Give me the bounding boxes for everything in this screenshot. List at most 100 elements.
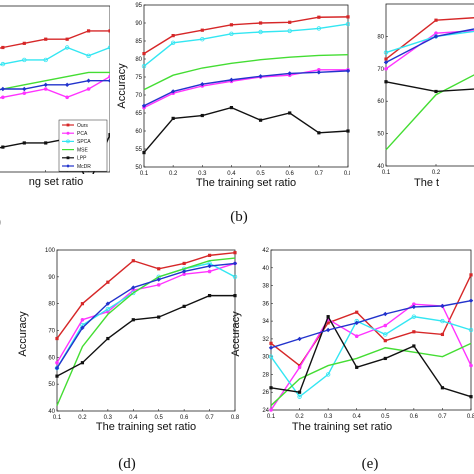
series-line-spca <box>270 315 472 398</box>
data-point-ours <box>229 23 234 27</box>
data-point-lpp <box>258 118 263 122</box>
data-point-lpp <box>55 374 59 378</box>
data-point-pca <box>43 87 48 91</box>
series-line-mse <box>143 53 349 91</box>
legend-entry-spca: SPCA <box>77 139 91 145</box>
data-point-lpp <box>182 304 186 308</box>
data-point-mcdr <box>287 71 292 76</box>
x-tick-label: 0.3 <box>104 415 113 421</box>
data-point-mcdr <box>297 336 302 342</box>
x-axis-label: The t <box>414 177 439 189</box>
series-line-spca <box>143 23 349 67</box>
series-line-mcdr <box>0 79 110 91</box>
data-point-pca <box>1 95 5 100</box>
data-point-lpp <box>131 318 135 322</box>
data-point-pca <box>182 272 186 276</box>
data-point-lpp <box>434 89 438 94</box>
x-tick-label: 0.5 <box>155 415 164 421</box>
data-point-ours <box>142 52 146 56</box>
x-tick-label: 0.2 <box>295 414 304 420</box>
y-tick-label: 40 <box>377 164 384 170</box>
plot-area <box>56 249 236 412</box>
data-point-ours <box>355 310 359 314</box>
series-line-mcdr <box>143 70 349 107</box>
y-tick-label: 38 <box>262 284 269 290</box>
data-point-mcdr <box>229 77 234 83</box>
data-point-ours <box>182 261 186 266</box>
data-point-spca <box>297 394 302 399</box>
x-axis-label: ng set ratio <box>29 176 83 188</box>
data-point-spca <box>43 57 48 63</box>
data-point-ours <box>258 21 263 25</box>
series-line-mse <box>0 71 110 91</box>
data-point-lpp <box>171 116 175 120</box>
x-axis-label: The training set ratio <box>292 421 392 433</box>
legend <box>58 119 108 172</box>
data-point-spca <box>64 45 70 50</box>
y-tick-label: 28 <box>262 372 269 378</box>
data-point-lpp <box>108 133 110 137</box>
x-tick-label: 0.4 <box>353 414 362 420</box>
data-point-pca <box>434 31 438 35</box>
x-tick-label: 0.6 <box>410 414 419 420</box>
series-line-mcdr <box>385 28 474 63</box>
data-point-pca <box>469 363 473 368</box>
data-point-lpp <box>355 365 359 369</box>
x-tick-label: 0.3 <box>324 414 333 420</box>
data-point-mcdr <box>468 298 474 303</box>
y-tick-label: 32 <box>262 337 269 343</box>
data-point-ours <box>346 15 350 19</box>
legend-entry-mse: MSE <box>77 147 89 153</box>
x-tick-label: 0.7 <box>84 176 93 182</box>
data-point-lpp <box>326 315 330 319</box>
series-line-mcdr <box>270 299 472 349</box>
data-point-ours <box>200 28 204 32</box>
y-tick-label: 40 <box>262 266 269 272</box>
series-line-mse <box>385 74 474 151</box>
x-tick-label: 0.4 <box>227 171 236 177</box>
panel-label-fragment: ) <box>0 214 1 230</box>
x-tick-label: 0.8 <box>467 414 474 420</box>
y-axis-label: Accuracy <box>230 311 242 357</box>
data-point-mcdr <box>345 68 350 74</box>
data-point-pca <box>65 95 69 100</box>
data-point-ours <box>440 332 445 337</box>
data-point-ours <box>86 29 91 33</box>
y-tick-label: 80 <box>135 57 142 63</box>
data-point-lpp <box>200 113 204 118</box>
data-point-pca <box>269 408 273 412</box>
data-point-ours <box>233 251 237 255</box>
series-line-lpp <box>143 106 349 154</box>
data-point-lpp <box>207 294 212 298</box>
data-point-pca <box>207 269 212 274</box>
data-point-pca <box>297 365 302 370</box>
data-point-pca <box>22 91 27 95</box>
data-point-pca <box>86 87 91 91</box>
y-tick-label: 42 <box>262 248 269 254</box>
data-point-lpp <box>297 390 302 394</box>
plot-area <box>270 249 472 411</box>
data-point-mcdr <box>54 365 60 371</box>
data-point-mcdr <box>170 89 176 94</box>
data-point-ours <box>288 20 292 24</box>
data-point-mcdr <box>383 60 389 65</box>
legend-entry-pca: PCA <box>77 131 88 137</box>
y-tick-label: 40 <box>48 409 55 415</box>
y-tick-label: 95 <box>135 3 142 9</box>
data-point-mcdr <box>0 86 6 92</box>
data-point-ours <box>106 280 110 284</box>
x-tick-label: 0.7 <box>205 415 214 421</box>
data-point-mcdr <box>131 285 136 290</box>
data-point-lpp <box>317 131 321 135</box>
data-point-mcdr <box>268 345 274 350</box>
data-point-spca <box>86 53 91 58</box>
data-point-lpp <box>346 129 350 133</box>
y-tick-label: 70 <box>135 93 142 99</box>
data-point-pca <box>55 360 59 365</box>
data-point-ours <box>55 336 59 341</box>
data-point-mcdr <box>22 86 27 92</box>
data-point-spca <box>232 274 238 280</box>
data-point-ours <box>317 15 321 19</box>
x-tick-label: 0.8 <box>231 415 240 421</box>
